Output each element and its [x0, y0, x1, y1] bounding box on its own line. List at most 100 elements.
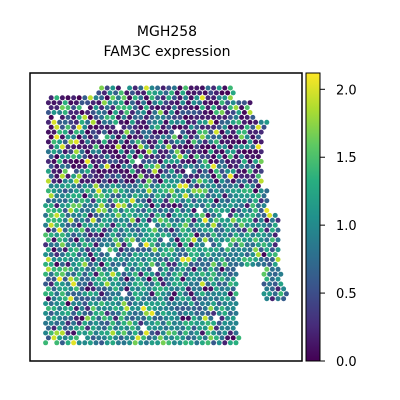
colorbar-tick-label: 2.0 — [336, 83, 357, 98]
tissue-spot — [185, 237, 191, 243]
tissue-spot — [82, 134, 88, 140]
tissue-spot — [96, 178, 102, 184]
tissue-spot — [138, 301, 144, 307]
tissue-spot — [208, 217, 214, 223]
tissue-spot — [85, 266, 91, 272]
tissue-spot — [258, 149, 264, 155]
tissue-spot — [267, 212, 273, 218]
tissue-spot — [180, 335, 186, 341]
tissue-spot — [48, 203, 54, 209]
tissue-spot — [110, 183, 116, 189]
tissue-spot — [253, 237, 259, 243]
tissue-spot — [113, 139, 119, 145]
tissue-spot — [174, 296, 180, 302]
tissue-spot — [79, 110, 85, 115]
tissue-spot — [115, 330, 121, 336]
tissue-spot — [213, 100, 219, 106]
tissue-spot — [180, 315, 186, 321]
tissue-spot — [250, 212, 256, 218]
tissue-spot — [59, 114, 65, 120]
tissue-spot — [255, 252, 261, 258]
tissue-spot — [146, 325, 152, 331]
tissue-spot — [76, 271, 82, 277]
tissue-spot — [211, 330, 217, 336]
tissue-spot — [163, 335, 169, 341]
tissue-spot — [51, 257, 57, 262]
tissue-spot — [236, 335, 242, 341]
tissue-spot — [110, 301, 116, 307]
tissue-spot — [146, 306, 152, 311]
tissue-spot — [149, 193, 155, 199]
tissue-spot — [236, 100, 242, 106]
tissue-spot — [216, 310, 222, 316]
tissue-spot — [48, 212, 54, 218]
tissue-spot — [225, 129, 231, 135]
tissue-spot — [96, 159, 102, 164]
tissue-spot — [96, 325, 102, 331]
tissue-spot — [166, 281, 172, 287]
tissue-spot — [239, 193, 245, 199]
tissue-spot — [169, 247, 175, 253]
tissue-spot — [99, 95, 105, 101]
tissue-spot — [51, 335, 57, 341]
tissue-spot — [188, 330, 194, 336]
tissue-spot — [104, 203, 110, 209]
tissue-spot — [239, 183, 245, 189]
tissue-spot — [253, 178, 259, 184]
tissue-spot — [272, 222, 278, 228]
tissue-spot — [160, 252, 166, 258]
tissue-spot — [68, 237, 74, 243]
tissue-spot — [87, 173, 93, 179]
tissue-spot — [79, 168, 85, 174]
tissue-spot — [85, 335, 91, 341]
tissue-spot — [141, 247, 147, 253]
tissue-spot — [90, 139, 96, 145]
tissue-spot — [59, 261, 65, 267]
tissue-spot — [48, 114, 54, 120]
tissue-spot — [225, 266, 231, 272]
tissue-spot — [96, 247, 102, 253]
tissue-spot — [93, 261, 99, 267]
tissue-spot — [222, 183, 228, 189]
tissue-spot — [227, 154, 233, 160]
tissue-spot — [138, 281, 144, 287]
tissue-spot — [138, 330, 144, 336]
tissue-spot — [138, 105, 144, 111]
tissue-spot — [71, 242, 77, 248]
tissue-spot — [160, 340, 166, 346]
tissue-spot — [152, 325, 158, 331]
tissue-spot — [169, 286, 175, 292]
tissue-spot — [216, 252, 222, 258]
tissue-spot — [90, 276, 96, 282]
tissue-spot — [104, 242, 110, 248]
tissue-spot — [255, 154, 261, 160]
tissue-spot — [113, 149, 119, 155]
tissue-spot — [43, 340, 49, 346]
tissue-spot — [219, 90, 225, 96]
tissue-spot — [160, 183, 166, 189]
tissue-spot — [115, 183, 121, 189]
tissue-spot — [141, 100, 147, 106]
tissue-spot — [48, 183, 54, 189]
tissue-spot — [183, 212, 189, 218]
tissue-spot — [132, 212, 138, 218]
tissue-spot — [233, 252, 239, 258]
tissue-spot — [96, 129, 102, 135]
tissue-spot — [143, 320, 149, 326]
tissue-spot — [65, 173, 71, 179]
tissue-spot — [227, 261, 233, 267]
tissue-spot — [87, 154, 93, 160]
tissue-spot — [264, 188, 270, 194]
tissue-spot — [199, 144, 205, 150]
tissue-spot — [138, 232, 144, 238]
tissue-spot — [54, 154, 60, 160]
tissue-spot — [222, 154, 228, 160]
tissue-spot — [68, 325, 74, 331]
tissue-spot — [93, 271, 99, 277]
tissue-spot — [216, 261, 222, 267]
tissue-spot — [166, 163, 172, 169]
tissue-spot — [82, 301, 88, 307]
tissue-spot — [169, 208, 175, 213]
tissue-spot — [230, 325, 236, 331]
tissue-spot — [54, 242, 60, 248]
